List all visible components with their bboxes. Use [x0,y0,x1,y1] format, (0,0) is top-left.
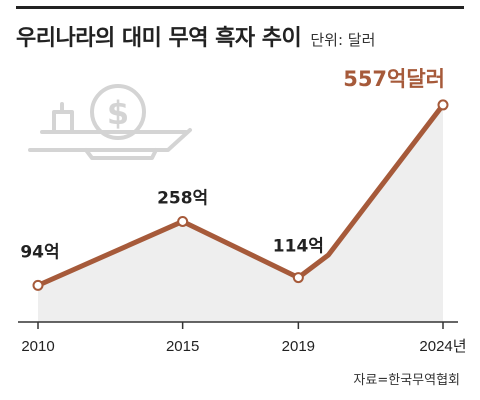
x-tick-label: 2010 [21,338,54,355]
area-fill [38,104,443,322]
x-tick-label: 2019 [282,338,315,355]
chart-title: 우리나라의 대미 무역 흑자 추이 [16,26,302,51]
source-note: 자료=한국무역협회 [353,373,460,388]
data-label: 258억 [157,188,208,208]
data-point [177,215,189,227]
unit-label: 단위: 달러 [310,31,376,49]
header: 우리나라의 대미 무역 흑자 추이 단위: 달러 [16,20,375,52]
data-label: 94억 [20,242,59,262]
dollar-coin-ship-icon [28,84,192,160]
data-point [437,99,449,111]
data-label: 557억달러 [343,67,445,91]
top-rule [16,6,464,9]
data-point [292,272,304,284]
x-tick-label: 2015 [166,338,199,355]
plot-area: 2010 2015 2019 2024년 94억 258억 114억 557억달러 [18,67,467,355]
dollar-sign-icon: $ [107,94,129,132]
data-point [32,279,44,291]
x-tick-label: 2024년 [419,338,466,355]
data-label: 114억 [273,237,324,257]
